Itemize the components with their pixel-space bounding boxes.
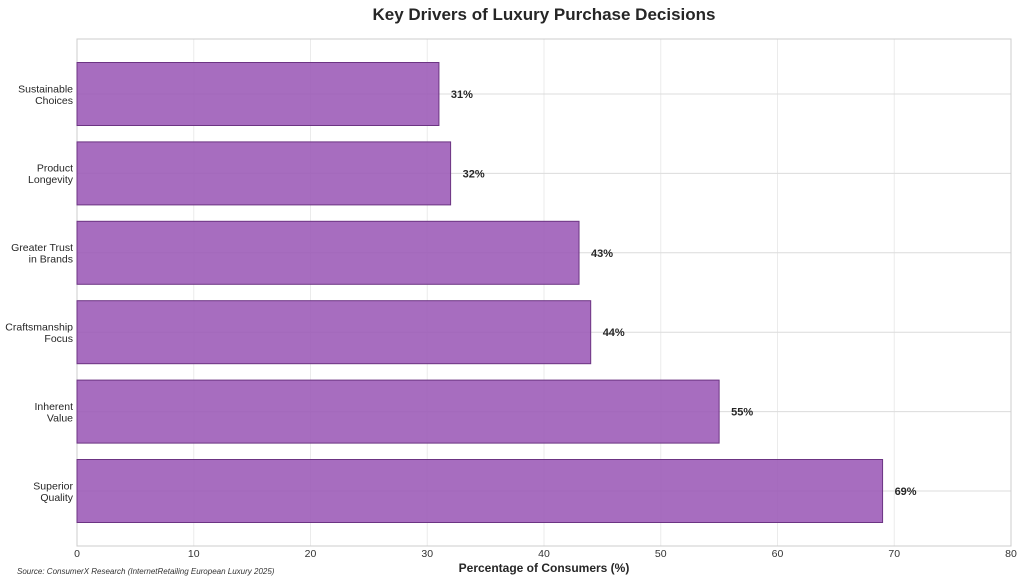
bar: [76, 459, 884, 523]
category-label-line: Product: [37, 163, 73, 175]
category-label: Product Longevity: [28, 163, 74, 187]
category-label: Greater Trust in Brands: [11, 242, 73, 265]
x-tick-label: 50: [655, 548, 667, 560]
x-tick-labels: 0 10 20 30 40 50 60 70 80: [74, 548, 1017, 560]
bar: [76, 220, 580, 285]
category-label-line: Sustainable: [18, 83, 73, 95]
chart-title: Key Drivers of Luxury Purchase Decisions: [373, 5, 716, 24]
plot-frame: [76, 38, 1012, 547]
data-label: 43%: [591, 248, 613, 260]
bar: [76, 300, 592, 365]
bar: [76, 379, 720, 444]
x-tick-label: 20: [305, 548, 317, 560]
data-labels: 31% 32% 43% 44% 55% 69%: [451, 89, 917, 498]
data-label: 32%: [463, 168, 485, 180]
x-tick-label: 10: [188, 548, 200, 560]
category-label-line: Superior: [33, 480, 73, 492]
category-label: Craftsmanship Focus: [5, 321, 73, 345]
data-label: 55%: [731, 407, 753, 419]
category-labels: Sustainable Choices Product Longevity Greate…: [5, 83, 73, 504]
category-label-line: Value: [47, 412, 73, 424]
x-tick-label: 70: [888, 548, 900, 560]
bar: [76, 141, 452, 206]
bars: [76, 62, 884, 523]
category-label: Superior Quality: [33, 480, 73, 504]
category-label-line: Greater Trust: [11, 242, 73, 254]
x-tick-label: 80: [1005, 548, 1017, 560]
category-label-line: Focus: [44, 333, 73, 345]
category-label-line: Inherent: [34, 401, 73, 413]
category-label-line: Longevity: [28, 174, 74, 186]
category-label: Sustainable Choices: [18, 83, 73, 107]
x-tick-label: 30: [421, 548, 433, 560]
category-label-line: Quality: [40, 492, 73, 504]
x-tick-label: 40: [538, 548, 550, 560]
category-label: Inherent Value: [34, 401, 73, 425]
bar: [76, 62, 440, 126]
category-label-line: Craftsmanship: [5, 321, 73, 333]
category-label-line: in Brands: [29, 254, 73, 266]
data-label: 69%: [895, 486, 917, 498]
source-note: Source: ConsumerX Research (InternetReta…: [17, 567, 275, 576]
x-axis-label: Percentage of Consumers (%): [459, 561, 630, 575]
x-tick-label: 0: [74, 548, 80, 560]
data-label: 44%: [603, 327, 625, 339]
category-label-line: Choices: [35, 95, 73, 107]
data-label: 31%: [451, 89, 473, 101]
x-tick-label: 60: [772, 548, 784, 560]
